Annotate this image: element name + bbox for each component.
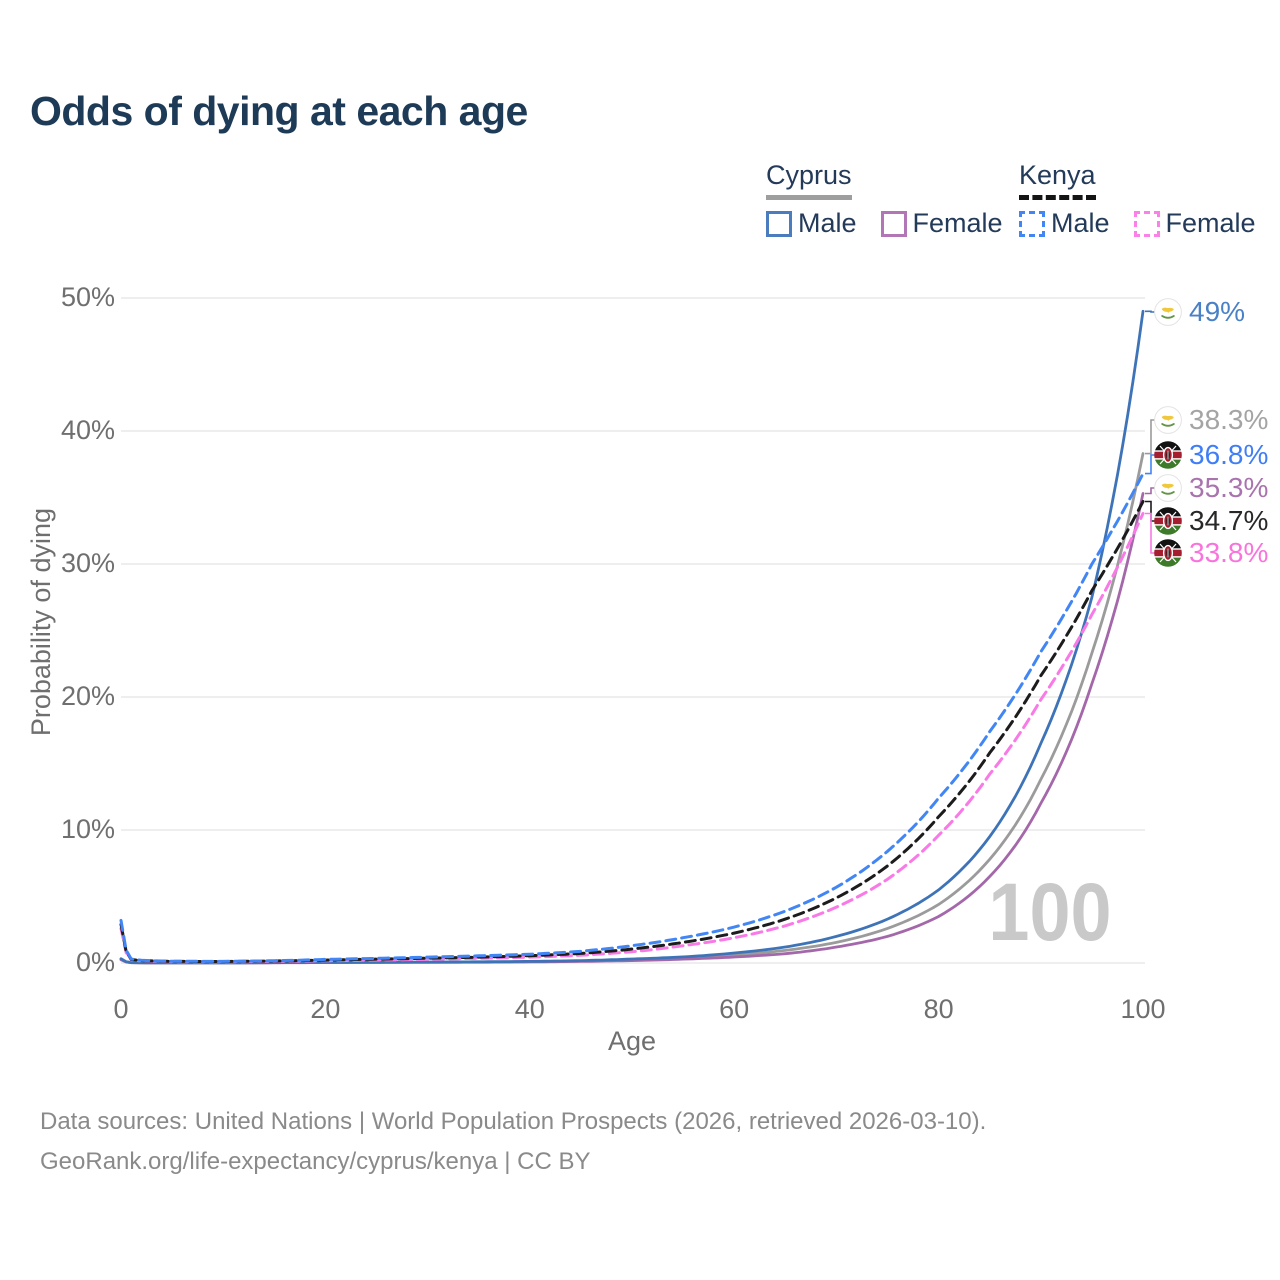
- end-label-leader: [1145, 487, 1156, 495]
- end-label-value: 34.7%: [1189, 505, 1269, 536]
- cyprus-flag-icon: [1154, 474, 1182, 502]
- end-label-kenya_both: 34.7%: [1154, 504, 1268, 538]
- page-title: Odds of dying at each age: [30, 88, 528, 134]
- cyprus-flag-icon: [1154, 298, 1182, 326]
- end-label-leader: [1145, 500, 1156, 522]
- cyprus-female-swatch-icon: [880, 210, 907, 237]
- kenya-flag-icon: [1154, 507, 1182, 535]
- end-label-cyprus_both: 38.3%: [1154, 403, 1268, 437]
- cyprus-flag-icon: [1154, 406, 1182, 434]
- kenya-flag-icon: [1154, 539, 1182, 567]
- end-label-leader: [1145, 310, 1156, 313]
- legend-item-label: Female: [912, 208, 1003, 238]
- legend-item-cyprus-female[interactable]: Female: [880, 208, 1003, 239]
- legend-header-cyprus: Cyprus: [766, 160, 852, 200]
- legend-row-cyprus: Male Female: [766, 208, 1027, 239]
- x-tick-label: 100: [1120, 994, 1166, 1024]
- y-tick-label: 40%: [60, 415, 115, 445]
- attribution-line: GeoRank.org/life-expectancy/cyprus/kenya…: [40, 1148, 591, 1175]
- end-label-value: 36.8%: [1189, 439, 1269, 470]
- series-line-kenya_male: [119, 472, 1145, 963]
- end-label-kenya_male: 36.8%: [1154, 438, 1268, 472]
- end-label-value: 35.3%: [1189, 472, 1269, 503]
- x-axis-title: Age: [607, 1026, 657, 1056]
- legend-group-kenya: Kenya Male Female: [1019, 160, 1280, 239]
- legend-row-kenya: Male Female: [1019, 208, 1280, 239]
- x-tick-label: 80: [923, 994, 954, 1024]
- end-label-leader: [1145, 419, 1156, 455]
- legend-item-cyprus-male[interactable]: Male: [766, 208, 857, 239]
- kenya-flag-icon: [1154, 441, 1182, 469]
- legend-header-kenya: Kenya: [1019, 160, 1096, 200]
- end-label-cyprus_male: 49%: [1154, 295, 1245, 329]
- y-tick-label: 10%: [60, 814, 115, 844]
- end-label-kenya_female: 33.8%: [1154, 536, 1268, 570]
- end-label-cyprus_female: 35.3%: [1154, 471, 1268, 505]
- y-tick-label: 50%: [60, 282, 115, 312]
- age-watermark: 100: [988, 867, 1112, 958]
- legend-item-label: Male: [798, 208, 857, 238]
- cyprus-male-swatch-icon: [766, 210, 792, 237]
- legend-item-kenya-female[interactable]: Female: [1133, 208, 1256, 239]
- y-tick-label: 30%: [60, 548, 115, 578]
- end-label-value: 49%: [1189, 296, 1246, 327]
- end-label-leader: [1145, 512, 1156, 554]
- data-sources-line: Data sources: United Nations | World Pop…: [40, 1108, 987, 1135]
- x-tick-label: 40: [514, 994, 545, 1024]
- legend-item-label: Male: [1051, 208, 1110, 238]
- end-label-value: 33.8%: [1189, 537, 1269, 568]
- y-tick-label: 0%: [75, 947, 115, 977]
- kenya-male-swatch-icon: [1019, 210, 1045, 237]
- end-label-leader: [1145, 454, 1156, 475]
- end-label-value: 38.3%: [1189, 404, 1269, 435]
- x-tick-label: 20: [310, 994, 341, 1024]
- y-tick-label: 20%: [60, 681, 115, 711]
- kenya-female-swatch-icon: [1133, 210, 1160, 237]
- x-tick-label: 0: [113, 994, 129, 1024]
- legend-item-kenya-male[interactable]: Male: [1019, 208, 1110, 239]
- legend-group-cyprus: Cyprus Male Female: [766, 160, 1027, 239]
- y-axis-title: Probability of dying: [26, 508, 56, 737]
- legend-item-label: Female: [1165, 208, 1256, 238]
- x-tick-label: 60: [719, 994, 750, 1024]
